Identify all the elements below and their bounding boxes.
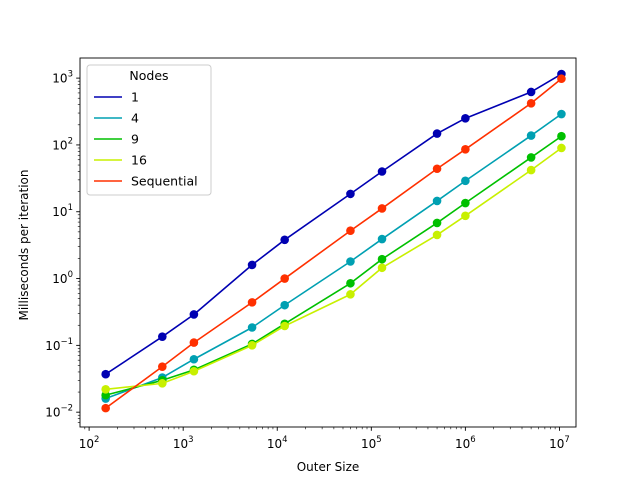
data-point	[189, 338, 199, 347]
data-point	[247, 341, 257, 350]
x-tick-label: 104	[267, 435, 288, 451]
data-point	[461, 211, 470, 221]
data-point	[280, 235, 289, 245]
y-tick-label: 10−1	[45, 337, 73, 353]
data-point	[101, 403, 110, 413]
x-tick-label: 105	[361, 435, 382, 451]
data-point	[247, 260, 257, 270]
x-axis-label: Outer Size	[297, 460, 360, 474]
y-tick-label: 100	[52, 270, 73, 286]
data-point	[377, 254, 387, 264]
data-point	[280, 274, 289, 283]
data-point	[101, 369, 110, 379]
data-point	[346, 257, 355, 266]
y-tick-label: 102	[52, 136, 73, 152]
data-point	[158, 362, 167, 371]
data-point	[189, 366, 199, 376]
legend-label: Sequential	[131, 174, 198, 189]
data-point	[432, 129, 442, 138]
legend-label: 16	[131, 153, 147, 168]
legend-item: 1	[94, 90, 139, 105]
series-sequential	[101, 74, 566, 413]
data-point	[158, 379, 167, 388]
x-tick-label: 103	[173, 435, 194, 451]
data-point	[247, 298, 257, 307]
data-point	[247, 323, 257, 332]
series-4	[101, 109, 566, 403]
data-point	[461, 114, 470, 123]
plot-area	[101, 69, 566, 413]
data-point	[377, 167, 387, 176]
legend-item: 9	[94, 132, 139, 147]
legend-label: 4	[131, 111, 139, 126]
x-tick-label: 107	[549, 435, 570, 451]
data-point	[189, 354, 199, 364]
data-point	[432, 230, 442, 240]
data-point	[189, 310, 199, 319]
data-point	[526, 131, 536, 140]
data-point	[377, 263, 387, 273]
series-1	[101, 69, 566, 379]
data-point	[526, 153, 536, 162]
y-axis-label: Milliseconds per iteration	[17, 170, 31, 321]
data-point	[461, 176, 470, 186]
data-point	[346, 226, 355, 236]
y-tick-label: 10−2	[45, 404, 73, 420]
axes: 102 103 104 105 106 107 10−2 10−1 100 101 102 103	[45, 57, 577, 451]
x-tick-label: 102	[79, 435, 100, 451]
data-point	[280, 300, 289, 310]
legend-label: 9	[131, 132, 139, 147]
y-tick-label: 103	[52, 70, 73, 86]
axes-frame	[79, 57, 577, 428]
data-point	[158, 332, 167, 341]
y-tick-label: 101	[52, 203, 73, 219]
data-point	[557, 143, 566, 153]
data-point	[526, 98, 536, 108]
x-tick-label: 106	[455, 435, 476, 451]
data-point	[346, 278, 355, 288]
data-point	[461, 198, 470, 208]
data-point	[526, 165, 536, 175]
legend-item: 4	[94, 111, 139, 126]
data-point	[461, 145, 470, 154]
data-point	[432, 164, 442, 174]
legend: Nodes 1 4 9 16 Sequential	[86, 64, 212, 196]
data-point	[346, 290, 355, 299]
data-point	[557, 131, 566, 141]
data-point	[377, 234, 387, 244]
data-point	[557, 109, 566, 119]
data-point	[432, 196, 442, 206]
data-point	[280, 321, 289, 331]
series-16	[101, 143, 566, 394]
legend-item: 16	[94, 153, 147, 168]
data-point	[377, 204, 387, 213]
data-point	[101, 385, 110, 394]
data-point	[557, 74, 566, 83]
data-point	[346, 189, 355, 199]
data-point	[526, 87, 536, 97]
legend-label: 1	[131, 90, 139, 105]
legend-item: Sequential	[94, 174, 198, 189]
legend-title: Nodes	[129, 68, 168, 83]
data-point	[432, 218, 442, 228]
